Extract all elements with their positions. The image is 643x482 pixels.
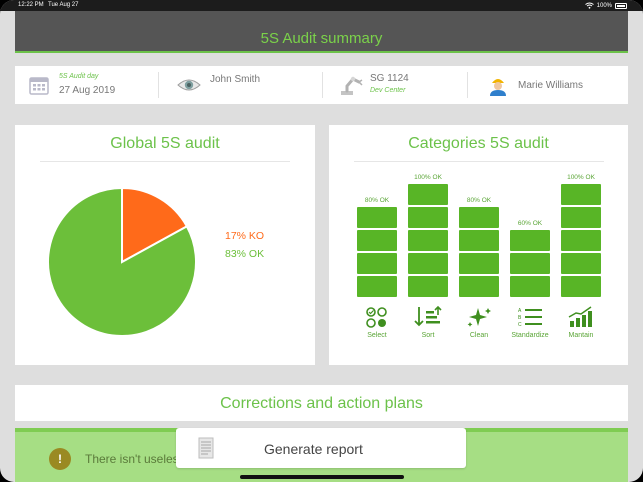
- list-icon: ABC: [518, 308, 542, 328]
- corrections-section[interactable]: Corrections and action plans: [15, 385, 628, 421]
- audit-day-label: 5S Audit day: [59, 73, 99, 80]
- category-label-clean: Clean: [469, 332, 489, 339]
- notice-text: There isn't useles: [85, 452, 179, 466]
- global-audit-card: Global 5S audit 17% KO 83% OK: [15, 125, 315, 365]
- svg-text:B: B: [518, 315, 522, 321]
- category-label-mantain: Mantain: [568, 332, 594, 339]
- audit-day-block: 5S Audit day 27 Aug 2019: [15, 66, 159, 104]
- manager-name: Marie Williams: [518, 80, 583, 91]
- category-label-standardize: Standardize: [511, 332, 549, 339]
- generate-report-label: Generate report: [264, 441, 363, 457]
- bar-segment: [561, 207, 601, 228]
- warning-icon: !: [49, 448, 71, 470]
- bar-segment: [459, 230, 499, 251]
- bar-segment: [510, 253, 550, 274]
- corrections-title: Corrections and action plans: [220, 395, 423, 412]
- site-code: SG 1124: [370, 73, 409, 84]
- site-sub: Dev Center: [370, 87, 406, 94]
- categories-bar-chart: 80% OK 100% OK 80% OK 60% OK 100% OK: [357, 174, 617, 297]
- bar-segment: [510, 276, 550, 297]
- generate-report-button[interactable]: Generate report: [176, 428, 466, 468]
- divider: [467, 72, 468, 98]
- bar-value-label: 80% OK: [364, 197, 390, 204]
- header-underline: [15, 51, 628, 53]
- shapes-icon: [366, 307, 387, 328]
- svg-text:C: C: [518, 322, 522, 328]
- status-bar: 12:22 PM Tue Aug 27 100%: [0, 0, 643, 11]
- site-block: SG 1124 Dev Center: [323, 66, 468, 104]
- growth-chart-icon: [568, 306, 592, 327]
- bar-segment: [561, 253, 601, 274]
- audit-info-strip: 5S Audit day 27 Aug 2019 John Smith SG 1…: [15, 66, 628, 104]
- document-icon: [198, 437, 214, 459]
- pie-slice-ok: [47, 187, 197, 337]
- bar-segment: [408, 184, 448, 205]
- bar-segment: [561, 276, 601, 297]
- bar-value-label: 100% OK: [567, 174, 595, 181]
- sort-icon: [414, 305, 442, 327]
- bar-value-label: 60% OK: [517, 220, 543, 227]
- battery-percent: 100%: [596, 2, 612, 9]
- bar-segment: [459, 276, 499, 297]
- categories-audit-card: Categories 5S audit 80% OK 100% OK 80% OK 6…: [329, 125, 628, 365]
- bar-segment: [408, 276, 448, 297]
- status-date: Tue Aug 27: [48, 2, 79, 8]
- divider: [158, 72, 159, 98]
- bar-segment: [357, 253, 397, 274]
- bar-sort: 100% OK: [408, 174, 448, 297]
- pie-slice-ko: [121, 187, 189, 264]
- card-divider: [353, 161, 604, 162]
- bar-segment: [408, 230, 448, 251]
- categories-audit-title: Categories 5S audit: [408, 135, 549, 152]
- eye-icon: [177, 79, 201, 91]
- bar-segment: [510, 230, 550, 251]
- category-label-select: Select: [367, 332, 387, 339]
- bar-segment: [561, 230, 601, 251]
- calendar-icon: [29, 77, 49, 95]
- sparkle-icon: [467, 308, 491, 327]
- global-pie-chart: [47, 187, 197, 337]
- wifi-icon: [584, 2, 594, 9]
- page-title: 5S Audit summary: [260, 30, 383, 47]
- bar-segment: [459, 207, 499, 228]
- manager-block: Marie Williams: [468, 66, 628, 104]
- svg-text:A: A: [518, 308, 522, 314]
- status-time: 12:22 PM: [18, 2, 44, 8]
- bar-standardize: 60% OK: [510, 177, 550, 297]
- audit-day-value: 27 Aug 2019: [59, 85, 116, 96]
- auditor-name: John Smith: [210, 74, 261, 85]
- robot-arm-icon: [341, 76, 363, 95]
- bar-segment: [357, 276, 397, 297]
- bar-select: 80% OK: [357, 177, 397, 297]
- divider: [322, 72, 323, 98]
- bar-mantain: 100% OK: [561, 174, 601, 297]
- bar-segment: [408, 207, 448, 228]
- bar-segment: [459, 253, 499, 274]
- auditor-block: John Smith: [159, 66, 323, 104]
- bar-clean: 80% OK: [459, 177, 499, 297]
- ko-legend: 17% KO: [225, 230, 265, 242]
- category-label-sort: Sort: [421, 332, 435, 339]
- bar-value-label: 80% OK: [466, 197, 492, 204]
- worker-icon: [490, 79, 506, 96]
- bar-segment: [408, 253, 448, 274]
- bar-segment: [561, 184, 601, 205]
- status-right: 100%: [584, 2, 627, 9]
- top-header: 5S Audit summary: [15, 11, 628, 53]
- card-divider: [40, 161, 290, 162]
- bar-segment: [357, 230, 397, 251]
- bar-value-label: 100% OK: [414, 174, 442, 181]
- bar-segment: [357, 207, 397, 228]
- global-audit-title: Global 5S audit: [110, 135, 220, 152]
- battery-icon: [615, 2, 627, 9]
- ok-legend: 83% OK: [225, 248, 265, 260]
- home-indicator[interactable]: [240, 475, 404, 479]
